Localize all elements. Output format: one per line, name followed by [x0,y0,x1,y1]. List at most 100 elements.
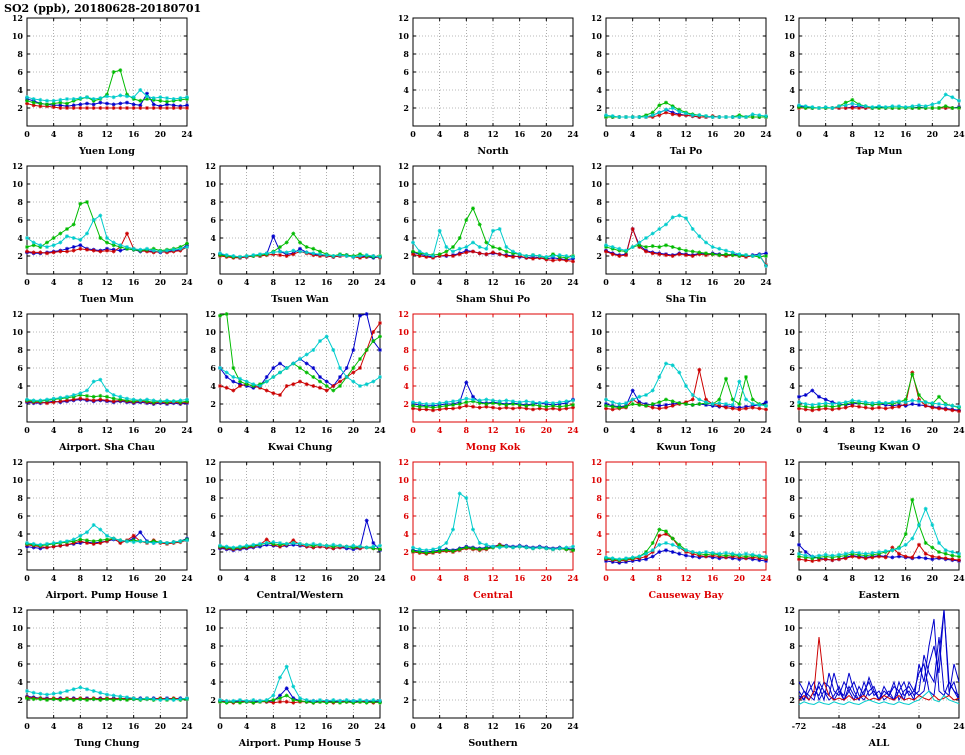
x-tick-label: 8 [271,573,277,583]
series-line-cyan [219,335,381,387]
y-tick-label: 8 [596,197,602,207]
series-markers-cyan [604,106,768,119]
x-tick-label: 20 [155,277,167,287]
x-tick-label: 4 [630,573,636,583]
x-tick-label: 8 [850,425,856,435]
x-tick-label: 20 [348,277,360,287]
x-tick-label: 8 [78,721,84,731]
x-tick-label: 4 [630,425,636,435]
x-tick-label: 20 [541,425,553,435]
y-tick-label: 2 [789,103,795,113]
x-tick-label: 24 [953,425,965,435]
chart-panel-tseung-kwan-o: 0 4 8 12 16 20 24 2 4 6 8 10 12 Tseung Kwan O [772,308,965,460]
series-markers-cyan [218,540,382,550]
y-tick-label: 6 [789,363,795,373]
x-tick-label: 24 [181,129,193,139]
x-tick-label: 12 [487,573,498,583]
x-tick-label: 16 [900,425,912,435]
x-tick-label: 16 [707,277,719,287]
chart-title-causeway-bay: Causeway Bay [649,590,724,601]
series-markers-red [797,542,961,563]
x-tick-label: 20 [734,425,746,435]
series-markers-cyan [25,523,189,547]
y-tick-label: 12 [398,13,409,23]
chart-title-tuen-mun: Tuen Mun [80,294,134,305]
x-tick-label: 12 [294,277,305,287]
y-tick-label: 6 [403,511,409,521]
page-title: SO2 (ppb), 20180628-20180701 [4,2,202,15]
series-markers-cyan [218,248,382,259]
chart-title-eastern: Eastern [858,590,899,601]
y-tick-label: 12 [205,309,216,319]
x-tick-label: 4 [244,573,250,583]
y-tick-label: 12 [784,309,795,319]
series-markers-red [25,101,189,110]
x-tick-label: 0 [410,721,416,731]
x-tick-label: 20 [541,129,553,139]
y-tick-label: 2 [210,251,216,261]
x-tick-label: 8 [850,129,856,139]
y-tick-label: 6 [789,67,795,77]
y-tick-label: 8 [403,197,409,207]
chart-panel-all: -72 -48 -24 0 24 2 4 6 8 10 12 ALL [772,604,965,755]
y-tick-label: 12 [398,161,409,171]
y-tick-label: 2 [403,399,409,409]
series-line-cyan [412,492,574,551]
y-tick-label: 12 [12,457,23,467]
y-tick-label: 8 [596,345,602,355]
y-tick-label: 2 [596,103,602,113]
x-tick-label: 16 [900,573,912,583]
x-tick-label: 16 [128,425,140,435]
chart-panel-tai-po: 0 4 8 12 16 20 24 2 4 6 8 10 12 Tai Po [579,12,772,164]
y-tick-label: 4 [210,381,216,391]
x-tick-label: 12 [487,425,498,435]
x-tick-label: 12 [680,277,691,287]
y-tick-label: 8 [17,345,23,355]
y-tick-label: 4 [210,529,216,539]
x-tick-label: 12 [101,425,112,435]
chart-panel-causeway-bay: 0 4 8 12 16 20 24 2 4 6 8 10 12 Causeway Bay [579,456,772,608]
chart-title-tung-chung: Tung Chung [75,738,140,749]
x-tick-label: 20 [155,129,167,139]
y-tick-label: 12 [784,605,795,615]
y-tick-label: 10 [591,475,603,485]
x-tick-label: 20 [348,425,360,435]
x-tick-label: 20 [541,721,553,731]
x-tick-label: 12 [487,277,498,287]
x-tick-label: 16 [128,129,140,139]
chart-title-kwai-chung: Kwai Chung [268,442,333,453]
y-tick-label: 4 [403,85,409,95]
y-tick-label: 8 [403,49,409,59]
chart-title-kwun-tong: Kwun Tong [656,442,716,453]
y-tick-label: 6 [17,511,23,521]
chart-panel-kwun-tong: 0 4 8 12 16 20 24 2 4 6 8 10 12 Kwun Tong [579,308,772,460]
x-tick-label: 12 [294,425,305,435]
x-tick-label: 12 [680,573,691,583]
series-markers-cyan [797,92,961,110]
y-tick-label: 4 [210,677,216,687]
chart-title-airport-pump-house-5: Airport. Pump House 5 [238,738,362,749]
series-markers-cyan [604,361,768,408]
x-tick-label: 20 [541,277,553,287]
x-tick-label: 4 [244,425,250,435]
y-tick-label: 12 [205,457,216,467]
y-tick-label: 2 [403,547,409,557]
chart-title-airport-sha-chau: Airport. Sha Chau [58,442,155,453]
y-tick-label: 12 [784,457,795,467]
y-tick-label: 8 [210,197,216,207]
y-tick-label: 10 [205,327,217,337]
x-tick-label: 16 [128,721,140,731]
y-tick-label: 8 [17,49,23,59]
x-tick-label: 8 [271,277,277,287]
y-tick-label: 6 [596,363,602,373]
y-tick-label: 2 [17,399,23,409]
x-tick-label: 16 [128,277,140,287]
x-tick-label: 24 [760,425,772,435]
y-tick-label: 12 [12,605,23,615]
y-tick-label: 4 [596,381,602,391]
chart-title-north: North [477,146,508,157]
